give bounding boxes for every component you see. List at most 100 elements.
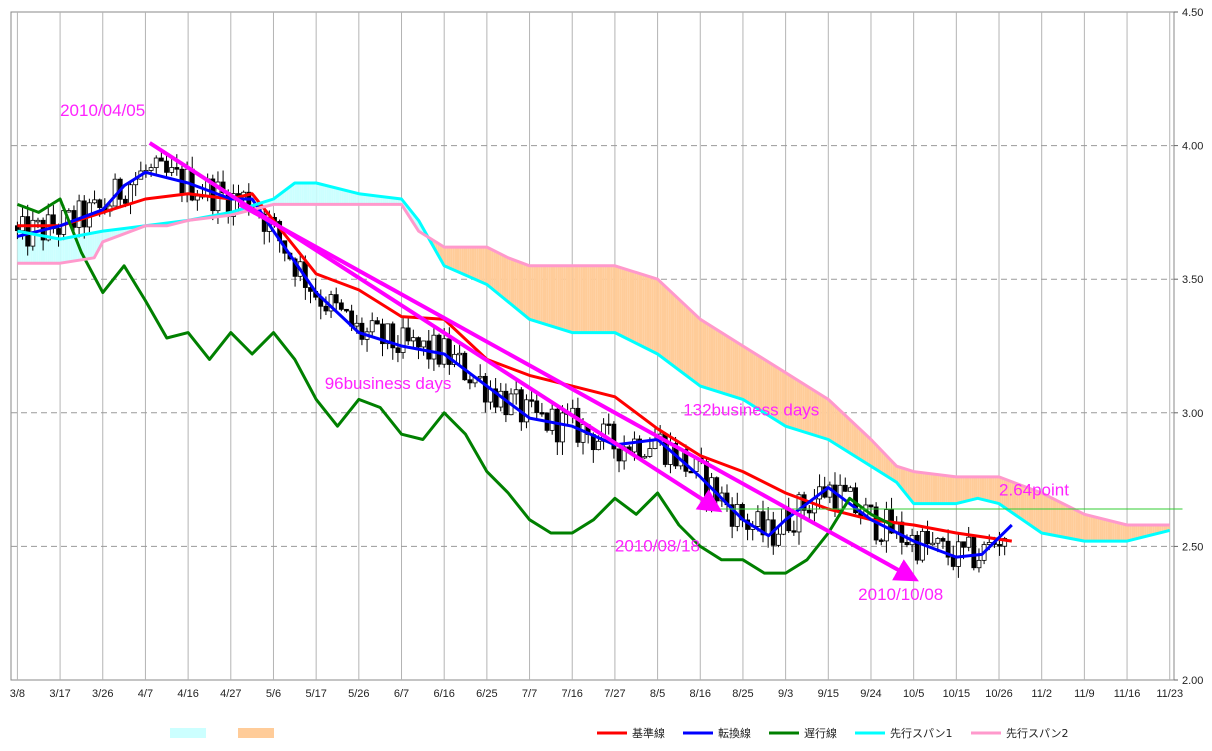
cloud-segment	[777, 367, 780, 423]
cloud-segment	[838, 409, 842, 448]
cloud-segment	[789, 375, 793, 429]
cloud-segment	[973, 476, 976, 500]
cloud-segment	[851, 421, 854, 456]
cloud-segment	[1109, 520, 1113, 542]
cloud-segment	[734, 340, 737, 398]
annotation-label: 2010/10/08	[858, 585, 943, 604]
candle-body	[493, 388, 499, 408]
candle-body	[390, 323, 396, 349]
cloud-segment	[318, 183, 321, 205]
cloud-segment	[593, 265, 596, 333]
cloud-segment	[1088, 515, 1091, 542]
cloud-segment	[1099, 518, 1102, 542]
cloud-segment	[710, 325, 714, 391]
cloud-segment	[378, 196, 381, 205]
cloud-segment	[713, 327, 716, 391]
candle-body	[945, 540, 951, 558]
x-tick-label: 5/17	[305, 688, 326, 700]
cloud-segment	[691, 311, 694, 382]
cloud-segment	[290, 184, 293, 205]
cloud-segment	[348, 191, 351, 205]
cloud-segment	[557, 265, 560, 329]
cloud-segment	[544, 265, 547, 325]
cloud-segment	[649, 276, 652, 351]
candle-body	[997, 544, 1002, 547]
cloud-segment	[747, 348, 750, 404]
cloud-segment	[527, 265, 530, 320]
cloud-segment	[286, 187, 289, 205]
cloud-segment	[902, 468, 906, 493]
cloud-segment	[651, 277, 654, 352]
cloud-segment	[89, 233, 93, 259]
cloud-segment	[760, 356, 763, 412]
cloud-segment	[461, 247, 464, 275]
cloud-segment	[493, 250, 496, 292]
cloud-segment	[1020, 484, 1023, 520]
cloud-segment	[1156, 525, 1160, 534]
cloud-segment	[770, 363, 773, 419]
cloud-segment	[373, 195, 376, 205]
cloud-segment	[341, 189, 344, 205]
cloud-segment	[781, 370, 784, 425]
cloud-segment	[689, 309, 692, 380]
cloud-segment	[674, 295, 677, 369]
cloud-segment	[941, 475, 944, 504]
cloud-segment	[467, 247, 470, 278]
candle-body	[400, 327, 406, 353]
cloud-segment	[17, 231, 20, 264]
cloud-segment	[45, 236, 48, 264]
cloud-segment	[1148, 525, 1151, 536]
cloud-segment	[463, 247, 466, 276]
candle-body	[436, 334, 442, 365]
cloud-segment	[934, 474, 938, 504]
cloud-segment	[589, 265, 592, 333]
cloud-segment	[708, 324, 711, 390]
cloud-segment	[495, 251, 498, 294]
cloud-segment	[623, 268, 626, 338]
cloud-segment	[715, 328, 718, 392]
candle-body	[194, 195, 200, 201]
cloud-segment	[636, 272, 639, 345]
cloud-segment	[676, 297, 679, 371]
cloud-segment	[870, 439, 874, 468]
cloud-segment	[465, 247, 468, 277]
y-tick-label: 3.50	[1182, 274, 1203, 286]
cloud-segment	[964, 476, 968, 502]
cloud-segment	[324, 185, 327, 205]
cloud-segment	[830, 401, 833, 443]
x-tick-label: 7/7	[522, 688, 537, 700]
cloud-segment	[736, 341, 739, 399]
cloud-segment	[512, 259, 515, 308]
legend-cloud-swatch	[238, 728, 274, 738]
candle-body	[529, 399, 535, 402]
candle-body	[354, 322, 360, 327]
cloud-segment	[521, 262, 524, 315]
cloud-segment	[804, 384, 807, 433]
candle-body	[765, 519, 771, 536]
cloud-segment	[570, 265, 573, 333]
cloud-segment	[523, 263, 526, 316]
cloud-segment	[563, 265, 566, 331]
cloud-segment	[1016, 483, 1019, 517]
cloud-segment	[459, 247, 462, 274]
cloud-segment	[62, 238, 65, 263]
cloud-segment	[1075, 510, 1078, 540]
cloud-segment	[19, 231, 22, 264]
annotation-label: 2010/04/05	[60, 101, 145, 120]
cloud-segment	[316, 183, 319, 205]
cloud-segment	[360, 193, 364, 205]
cloud-segment	[638, 273, 641, 346]
candle-body	[647, 448, 653, 457]
cloud-segment	[762, 358, 765, 413]
cloud-segment	[932, 473, 935, 504]
cloud-segment	[888, 457, 891, 479]
cloud-segment	[371, 195, 374, 205]
cloud-segment	[608, 265, 611, 333]
cloud-segment	[36, 234, 39, 264]
cloud-segment	[930, 473, 933, 504]
cloud-segment	[617, 266, 620, 335]
candle-body	[935, 538, 941, 544]
cloud-segment	[535, 265, 539, 322]
annotation-label: 132business days	[683, 400, 819, 419]
cloud-segment	[1107, 520, 1110, 542]
